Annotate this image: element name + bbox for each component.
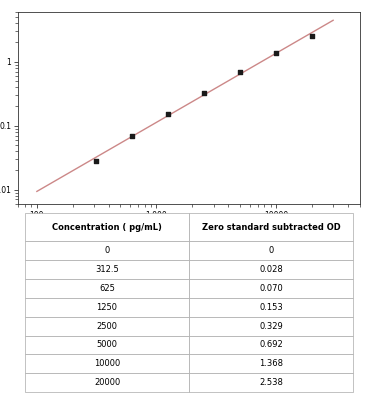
X-axis label: VWF Concentration (pg/mL): VWF Concentration (pg/mL): [131, 222, 247, 232]
Point: [165, 111, 171, 117]
Point: [93, 158, 99, 164]
Point: [273, 50, 279, 56]
Point: [309, 33, 315, 39]
Point: [237, 69, 243, 75]
Point: [201, 89, 207, 96]
Point: [129, 132, 135, 139]
